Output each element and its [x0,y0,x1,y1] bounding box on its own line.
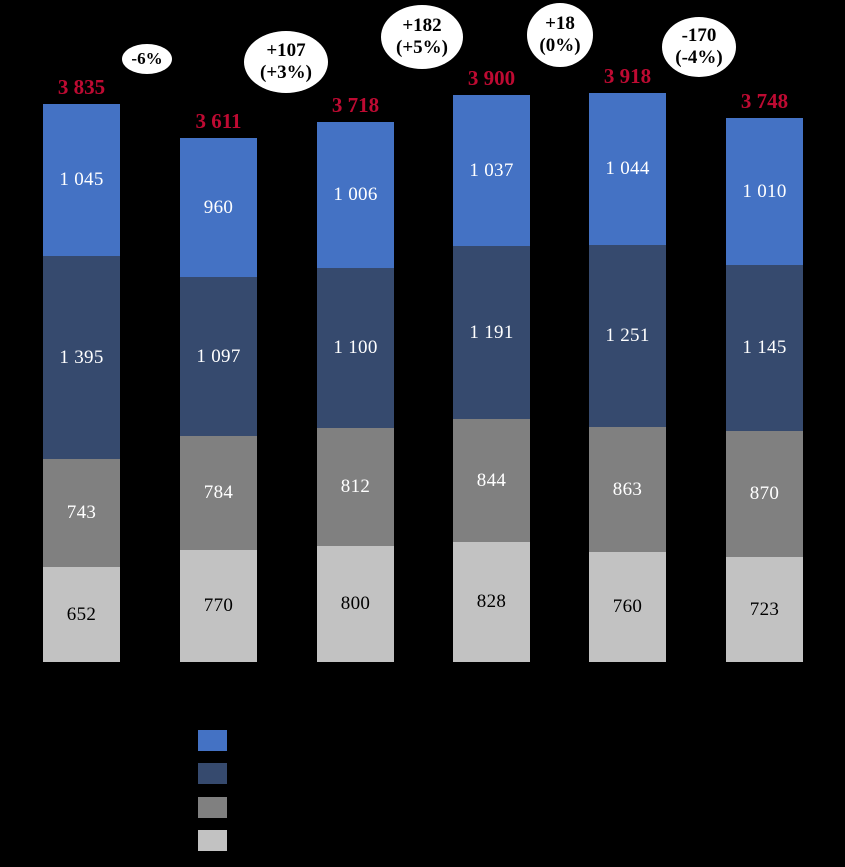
segment-dark-blue: 1 097 [180,277,257,436]
bar-group: 770 784 1 097 960 3 611 [180,0,257,662]
segment-value-label: 960 [203,196,234,218]
segment-value-label: 870 [749,483,780,504]
segment-light-gray: 723 [726,557,803,662]
change-bubble-text: (+5%) [396,37,448,58]
bar-group: 652 743 1 395 1 045 3 835 [43,0,120,662]
segment-value-label: 770 [203,595,234,616]
total-label: 3 611 [195,109,242,133]
segment-dark-blue: 1 145 [726,265,803,431]
segment-value-label: 652 [66,603,97,625]
change-bubble-text: -6% [131,48,163,68]
segment-gray: 863 [589,427,666,552]
change-bubble: -6% [122,44,172,74]
segment-light-gray: 800 [317,546,394,662]
segment-value-label: 828 [476,591,507,612]
segment-value-label: 1 100 [333,337,378,358]
change-bubble-text: (-4%) [675,47,723,68]
segment-value-label: 1 145 [742,337,787,358]
legend-swatch-light-gray [198,830,227,851]
segment-gray: 743 [43,459,120,567]
segment-light-gray: 652 [43,567,120,662]
segment-blue: 1 045 [43,104,120,256]
segment-value-label: 723 [749,598,780,620]
bar-group: 723 870 1 145 1 010 3 748 [726,0,803,662]
segment-value-label: 1 097 [196,345,241,367]
segment-blue: 1 010 [726,118,803,265]
segment-value-label: 1 251 [605,325,650,346]
segment-value-label: 812 [340,476,371,497]
change-bubble-text: (+3%) [260,62,312,83]
change-bubble: +107 (+3%) [244,31,328,93]
segment-dark-blue: 1 251 [589,245,666,427]
change-bubble-text: +18 [545,12,575,34]
segment-value-label: 1 191 [469,321,514,343]
legend-swatch-dark-blue [198,763,227,784]
legend-swatch-blue [198,730,227,751]
total-label: 3 718 [331,93,380,117]
segment-gray: 784 [180,436,257,550]
change-bubble-text: (0%) [539,35,581,56]
segment-value-label: 1 037 [469,159,514,181]
segment-dark-blue: 1 191 [453,246,530,419]
segment-blue: 1 006 [317,122,394,268]
segment-gray: 870 [726,431,803,557]
segment-value-label: 863 [612,478,643,500]
bar-group: 760 863 1 251 1 044 3 918 [589,0,666,662]
legend-swatch-gray [198,797,227,818]
change-bubble: +182 (+5%) [381,5,463,69]
segment-value-label: 1 006 [333,184,378,205]
change-bubble-text: +107 [266,39,306,61]
segment-gray: 812 [317,428,394,546]
segment-dark-blue: 1 100 [317,268,394,428]
segment-gray: 844 [453,419,530,542]
segment-blue: 1 037 [453,95,530,246]
segment-value-label: 800 [340,593,371,614]
segment-value-label: 784 [203,482,234,503]
total-label: 3 918 [603,64,652,88]
change-bubble-text: -170 [681,24,717,46]
change-bubble: +18 (0%) [527,3,593,67]
segment-value-label: 743 [66,502,97,523]
total-label: 3 748 [740,89,789,113]
segment-light-gray: 828 [453,542,530,662]
segment-value-label: 844 [476,469,507,491]
segment-light-gray: 760 [589,552,666,662]
segment-value-label: 1 010 [742,180,787,202]
segment-value-label: 1 044 [605,158,650,179]
segment-value-label: 1 395 [59,346,104,368]
change-bubble: -170 (-4%) [662,17,736,77]
segment-light-gray: 770 [180,550,257,662]
total-label: 3 900 [467,66,516,90]
segment-value-label: 760 [612,596,643,617]
segment-dark-blue: 1 395 [43,256,120,459]
segment-value-label: 1 045 [59,169,104,190]
change-bubble-text: +182 [402,14,442,36]
bar-group: 800 812 1 100 1 006 3 718 [317,0,394,662]
bar-group: 828 844 1 191 1 037 3 900 [453,0,530,662]
segment-blue: 1 044 [589,93,666,245]
total-label: 3 835 [57,75,106,99]
segment-blue: 960 [180,138,257,277]
